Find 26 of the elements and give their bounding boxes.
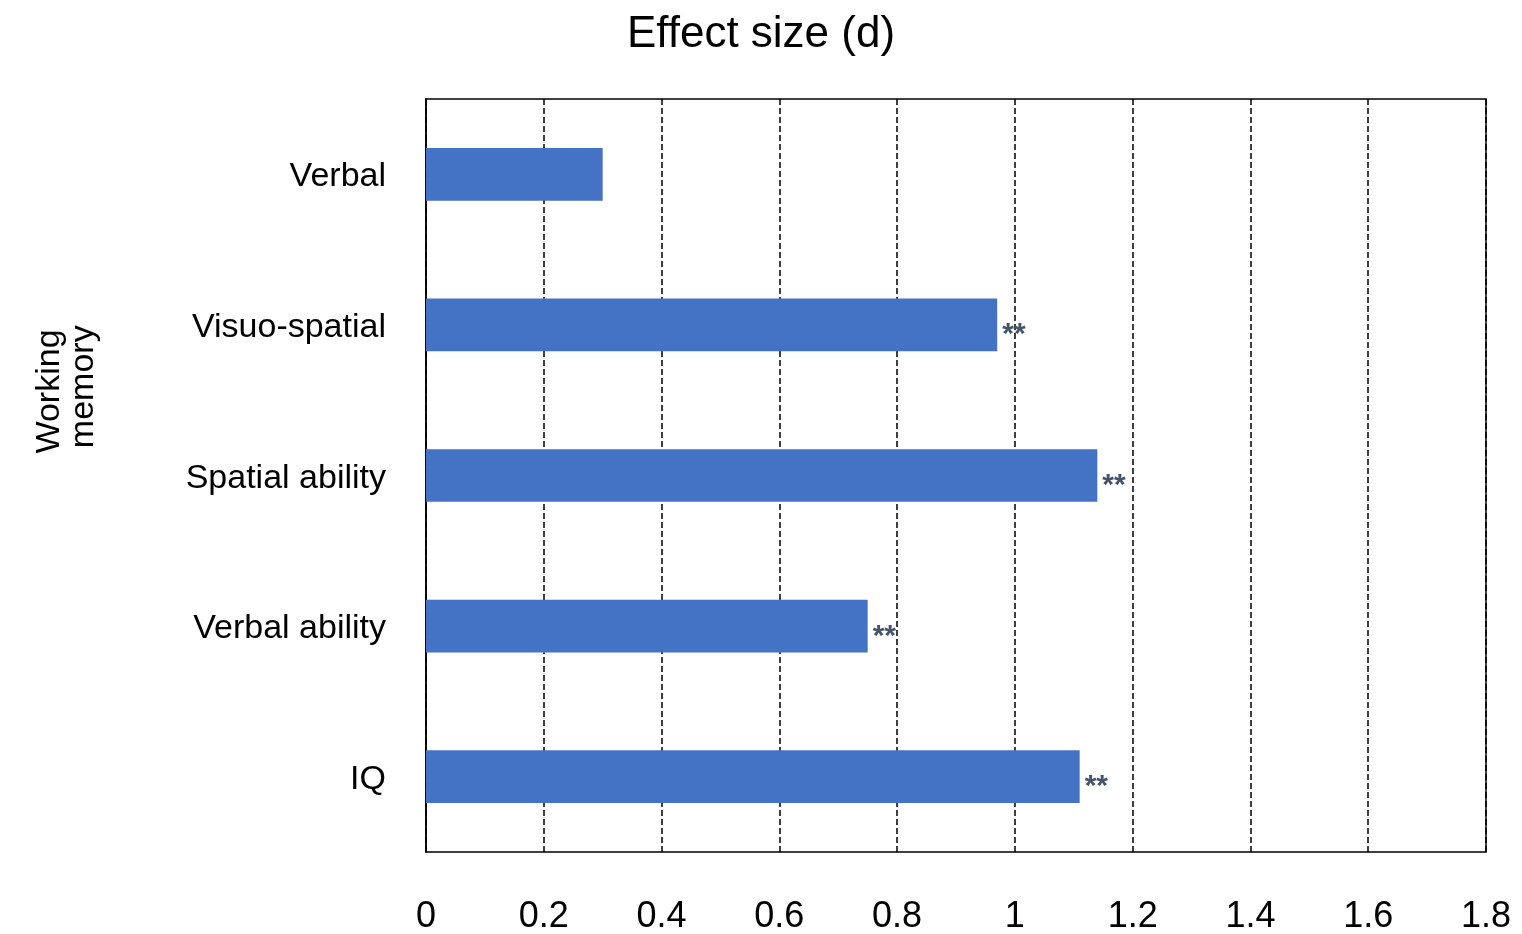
x-tick-label: 0.8 xyxy=(872,893,923,934)
x-tick-label: 0.4 xyxy=(636,893,687,934)
data-label: ** xyxy=(1102,467,1127,500)
y-tick-label: Visuo-spatial xyxy=(191,305,386,344)
x-tick-label: 1.2 xyxy=(1107,893,1158,934)
y-tick-label: Spatial ability xyxy=(185,456,386,495)
y-tick-label: Verbal xyxy=(289,155,386,194)
bar xyxy=(426,599,868,653)
x-tick-label: 0.2 xyxy=(518,893,569,934)
x-tick-label: 1.4 xyxy=(1225,893,1276,934)
x-tick-label: 1.8 xyxy=(1460,893,1512,934)
x-tick-label: 0.6 xyxy=(754,893,805,934)
x-tick-label: 1 xyxy=(1004,893,1025,934)
bar xyxy=(426,298,998,352)
data-label: ** xyxy=(1084,768,1109,802)
chart-title: Effect size (d) xyxy=(626,6,896,56)
bar xyxy=(426,750,1080,804)
data-label: ** xyxy=(872,617,897,651)
x-tick-label: 0 xyxy=(415,893,437,934)
text: Working memory xyxy=(28,320,100,454)
y-tick-label: Verbal ability xyxy=(193,607,386,646)
bar xyxy=(426,147,603,201)
bar xyxy=(426,449,1098,502)
data-label: ** xyxy=(1002,316,1026,350)
y-tick-label: IQ xyxy=(350,757,386,796)
x-tick-label: 1.6 xyxy=(1343,893,1394,934)
